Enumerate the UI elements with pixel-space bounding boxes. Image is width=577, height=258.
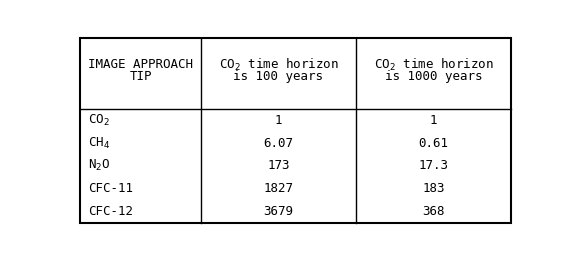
Text: CO$_2$ time horizon: CO$_2$ time horizon — [374, 57, 493, 72]
Text: CFC-12: CFC-12 — [88, 205, 133, 218]
Text: CFC-11: CFC-11 — [88, 182, 133, 195]
Text: is 1000 years: is 1000 years — [385, 70, 482, 83]
Text: 1: 1 — [430, 114, 437, 127]
Text: IMAGE APPROACH: IMAGE APPROACH — [88, 58, 193, 71]
Text: 1827: 1827 — [264, 182, 294, 195]
Text: CO$_2$: CO$_2$ — [88, 113, 110, 128]
Text: 0.61: 0.61 — [419, 137, 449, 150]
Text: 173: 173 — [267, 159, 290, 172]
Text: CO$_2$ time horizon: CO$_2$ time horizon — [219, 57, 339, 72]
Text: 183: 183 — [422, 182, 445, 195]
Text: 17.3: 17.3 — [419, 159, 449, 172]
Text: N$_2$O: N$_2$O — [88, 158, 110, 173]
Text: 1: 1 — [275, 114, 282, 127]
Text: CH$_4$: CH$_4$ — [88, 136, 110, 151]
Text: 368: 368 — [422, 205, 445, 218]
Text: is 100 years: is 100 years — [234, 70, 324, 83]
Text: TIP: TIP — [129, 70, 152, 83]
Text: 6.07: 6.07 — [264, 137, 294, 150]
Text: 3679: 3679 — [264, 205, 294, 218]
